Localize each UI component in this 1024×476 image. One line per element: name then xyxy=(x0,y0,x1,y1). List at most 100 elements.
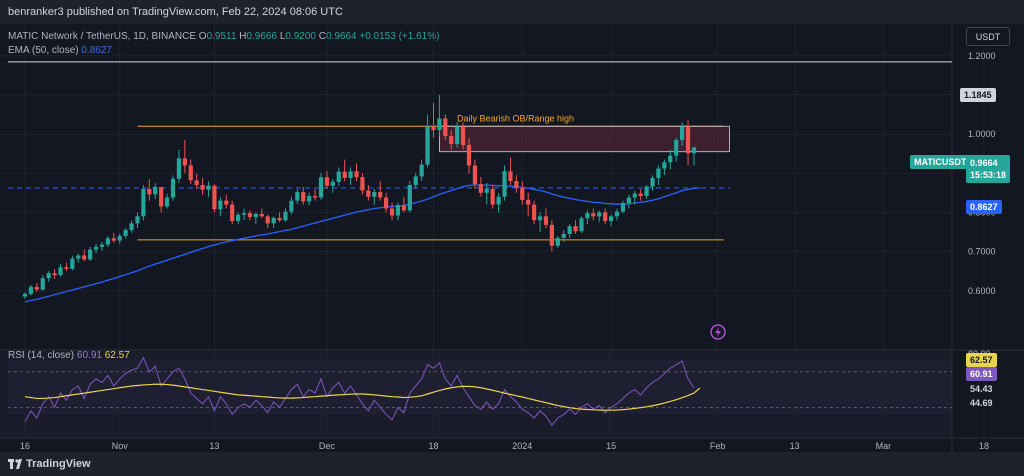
candle-body xyxy=(141,188,146,217)
candle xyxy=(384,192,389,213)
candle-body xyxy=(656,168,661,178)
candle xyxy=(395,202,401,221)
ema-label: EMA (50, close) xyxy=(8,45,79,56)
candle xyxy=(76,253,81,263)
candle xyxy=(230,200,235,225)
candle xyxy=(354,163,359,182)
x-tick-label: 15 xyxy=(606,441,616,451)
x-tick-label: Mar xyxy=(876,441,892,451)
candle-body xyxy=(70,258,75,269)
candle xyxy=(413,173,418,189)
candle-body xyxy=(561,233,566,238)
tradingview-logo-icon xyxy=(8,459,22,469)
candle-body xyxy=(224,200,229,205)
candle xyxy=(40,275,45,291)
close-value: 0.9664 xyxy=(325,31,357,42)
candle xyxy=(650,175,655,191)
candle xyxy=(407,181,412,213)
candle-body xyxy=(34,286,39,290)
rsi-value-1: 60.91 xyxy=(76,350,102,361)
candle xyxy=(170,175,176,201)
x-tick-label: Nov xyxy=(112,441,129,451)
candle-body xyxy=(632,193,637,198)
candle-body xyxy=(117,235,122,241)
candle xyxy=(573,220,578,234)
candle-body xyxy=(58,267,63,276)
candle-body xyxy=(230,204,235,222)
candle-body xyxy=(88,249,93,260)
candle xyxy=(632,190,637,205)
candle-body xyxy=(159,186,164,207)
candle-body xyxy=(585,213,590,219)
candle xyxy=(389,202,395,221)
candle-body xyxy=(478,184,483,193)
candle xyxy=(212,184,217,213)
ema-price-tag: 0.8627 xyxy=(966,200,1002,214)
symbol-line: MATIC Network / TetherUS, 1D, BINANCE O0… xyxy=(8,30,439,44)
candle xyxy=(443,114,448,140)
candle-body xyxy=(443,118,448,137)
candle-body xyxy=(105,238,110,245)
candle xyxy=(247,210,253,221)
currency-button[interactable]: USDT xyxy=(966,27,1010,46)
candle xyxy=(182,139,187,174)
publisher-text: benranker3 published on TradingView.com,… xyxy=(8,6,343,18)
candle xyxy=(680,122,685,146)
candle xyxy=(82,249,87,262)
candle-body xyxy=(455,126,460,144)
x-tick-label: 18 xyxy=(428,441,438,451)
candle-body xyxy=(389,208,395,216)
symbol-price-tag: MATICUSDT xyxy=(910,155,971,169)
candle xyxy=(585,210,590,225)
candle-body xyxy=(579,218,584,232)
candle-body xyxy=(295,192,300,201)
candle xyxy=(561,230,566,242)
candle-body xyxy=(407,185,412,211)
candle-body xyxy=(425,126,430,165)
candle-body xyxy=(277,217,282,221)
candle xyxy=(691,147,697,166)
candle-body xyxy=(668,155,673,163)
candle xyxy=(318,173,324,200)
candle xyxy=(224,194,229,209)
top-line-price-tag: 1.1845 xyxy=(960,88,996,102)
candle-body xyxy=(644,186,649,196)
candle-body xyxy=(22,293,28,297)
candle xyxy=(579,216,584,233)
lightning-icon[interactable] xyxy=(710,324,726,340)
candle xyxy=(455,122,460,148)
candle xyxy=(259,208,264,219)
x-tick-label: 16 xyxy=(20,441,30,451)
footer-brand: TradingView xyxy=(26,458,91,470)
x-tick-label: 18 xyxy=(979,441,989,451)
candle-body xyxy=(283,211,288,221)
candle-body xyxy=(603,212,608,222)
candle-body xyxy=(348,171,353,178)
candle-body xyxy=(555,237,560,246)
x-tick-label: Feb xyxy=(710,441,726,451)
candle xyxy=(526,192,531,217)
candle xyxy=(200,177,205,195)
price-chart[interactable]: Daily Bearish OB/Range high 1.20001.1000… xyxy=(0,24,1024,452)
ema-line-legend: EMA (50, close) 0.8627 xyxy=(8,44,439,58)
candle xyxy=(135,212,140,229)
candle xyxy=(52,269,57,279)
candle-body xyxy=(431,126,436,131)
candle-body xyxy=(626,197,631,204)
publisher-bar: benranker3 published on TradingView.com,… xyxy=(0,0,1024,24)
candle xyxy=(88,246,93,261)
candle xyxy=(307,192,312,206)
candle-body xyxy=(573,226,578,232)
candle xyxy=(656,165,661,185)
candle-body xyxy=(449,136,454,144)
rsi-pane xyxy=(0,350,952,438)
rsi-tag: 60.91 xyxy=(966,367,997,381)
candle-body xyxy=(650,177,655,187)
candle xyxy=(638,188,643,201)
candle xyxy=(324,171,330,189)
candle xyxy=(490,185,495,209)
candle xyxy=(271,216,276,229)
zone-label: Daily Bearish OB/Range high xyxy=(457,113,574,123)
candle xyxy=(348,167,353,185)
rsi-level-a: 54.43 xyxy=(966,382,997,396)
